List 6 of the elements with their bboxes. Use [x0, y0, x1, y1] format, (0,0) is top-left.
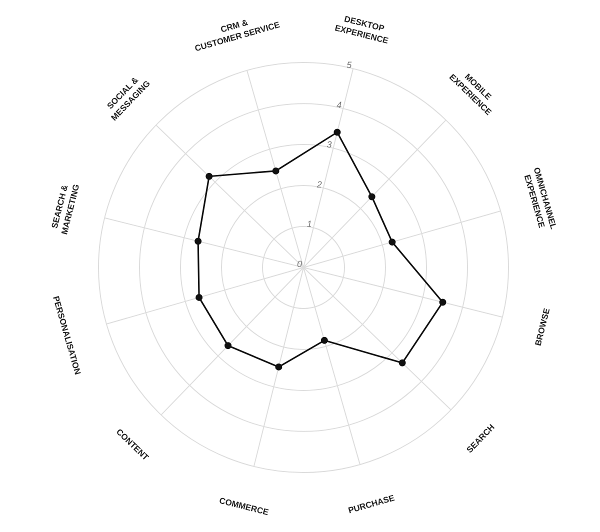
y-tick-label: 2 [316, 179, 322, 190]
y-tick-label: 1 [306, 219, 312, 230]
y-tick-label: 3 [326, 140, 332, 150]
y-tick-label: 4 [336, 100, 342, 110]
y-tick-label: 5 [346, 60, 353, 70]
y-tick-label: 0 [296, 259, 302, 269]
